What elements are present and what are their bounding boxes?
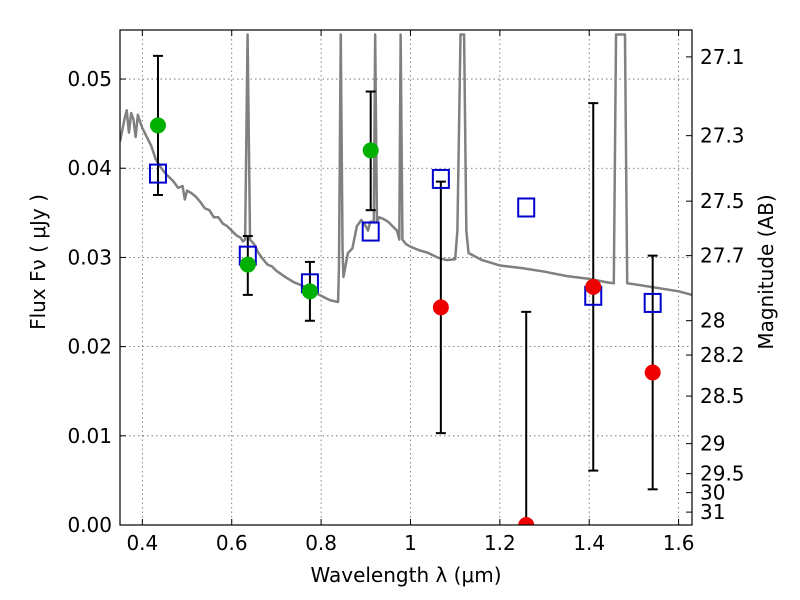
detection-point [149, 117, 166, 134]
error-bars [152, 54, 658, 525]
y-axis-label: Flux Fν ( μJy ) [26, 194, 50, 330]
model-photometry-square [361, 221, 380, 242]
magnitude-tick-label: 28 [700, 309, 725, 333]
detection-point [362, 142, 379, 159]
x-tick-label: 1.4 [573, 531, 605, 555]
x-tick-label: 1 [404, 531, 417, 555]
nondetection-point [585, 278, 602, 295]
magnitude-tick-label: 31 [700, 500, 725, 524]
model-spectrum [120, 33, 692, 304]
model-photometry-points [148, 163, 662, 313]
plot-frame [119, 29, 693, 526]
magnitude-tick-label: 27.3 [700, 124, 745, 148]
y-tick-label: 0.05 [67, 67, 112, 91]
y-tick-label: 0.00 [67, 513, 112, 537]
nondetection-point [644, 364, 661, 381]
y-tick-label: 0.04 [67, 156, 112, 180]
y-tick-label: 0.03 [67, 245, 112, 269]
model-spectrum-line [120, 33, 692, 304]
magnitude-tick-label: 29 [700, 432, 725, 456]
grid [120, 30, 692, 526]
model-photometry-square [517, 197, 536, 218]
nondetection-point [432, 299, 449, 316]
x-axis-label: Wavelength λ (μm) [310, 563, 501, 587]
magnitude-tick-label: 30 [700, 481, 725, 505]
magnitude-tick-label: 27.1 [700, 45, 745, 69]
magnitude-tick-label: 28.5 [700, 384, 745, 408]
x-tick-label: 0.4 [126, 531, 158, 555]
x-tick-label: 0.8 [305, 531, 337, 555]
magnitude-tick-label: 28.2 [700, 343, 745, 367]
model-photometry-square [431, 168, 450, 189]
magnitude-tick-label: 27.5 [700, 189, 745, 213]
magnitude-tick-label: 27.7 [700, 244, 745, 268]
nondetection-point [518, 517, 535, 525]
x-tick-label: 1.2 [484, 531, 516, 555]
x-tick-label: 1.6 [663, 531, 695, 555]
detection-point [239, 256, 256, 273]
magnitude-axis-label: Magnitude (AB) [754, 194, 778, 349]
model-photometry-square [148, 163, 167, 184]
x-tick-label: 0.6 [216, 531, 248, 555]
observed-photometry-points [149, 117, 661, 525]
magnitude-tick-label: 29.5 [700, 462, 745, 486]
detection-point [301, 283, 318, 300]
y-axis-ticks: 0.00 0.01 0.02 0.03 0.04 0.05 [67, 67, 126, 537]
model-photometry-square [643, 292, 662, 313]
x-axis-ticks: 0.4 0.6 0.8 1 1.2 1.4 1.6 [126, 30, 695, 555]
y-tick-label: 0.02 [67, 335, 112, 359]
y-tick-label: 0.01 [67, 424, 112, 448]
